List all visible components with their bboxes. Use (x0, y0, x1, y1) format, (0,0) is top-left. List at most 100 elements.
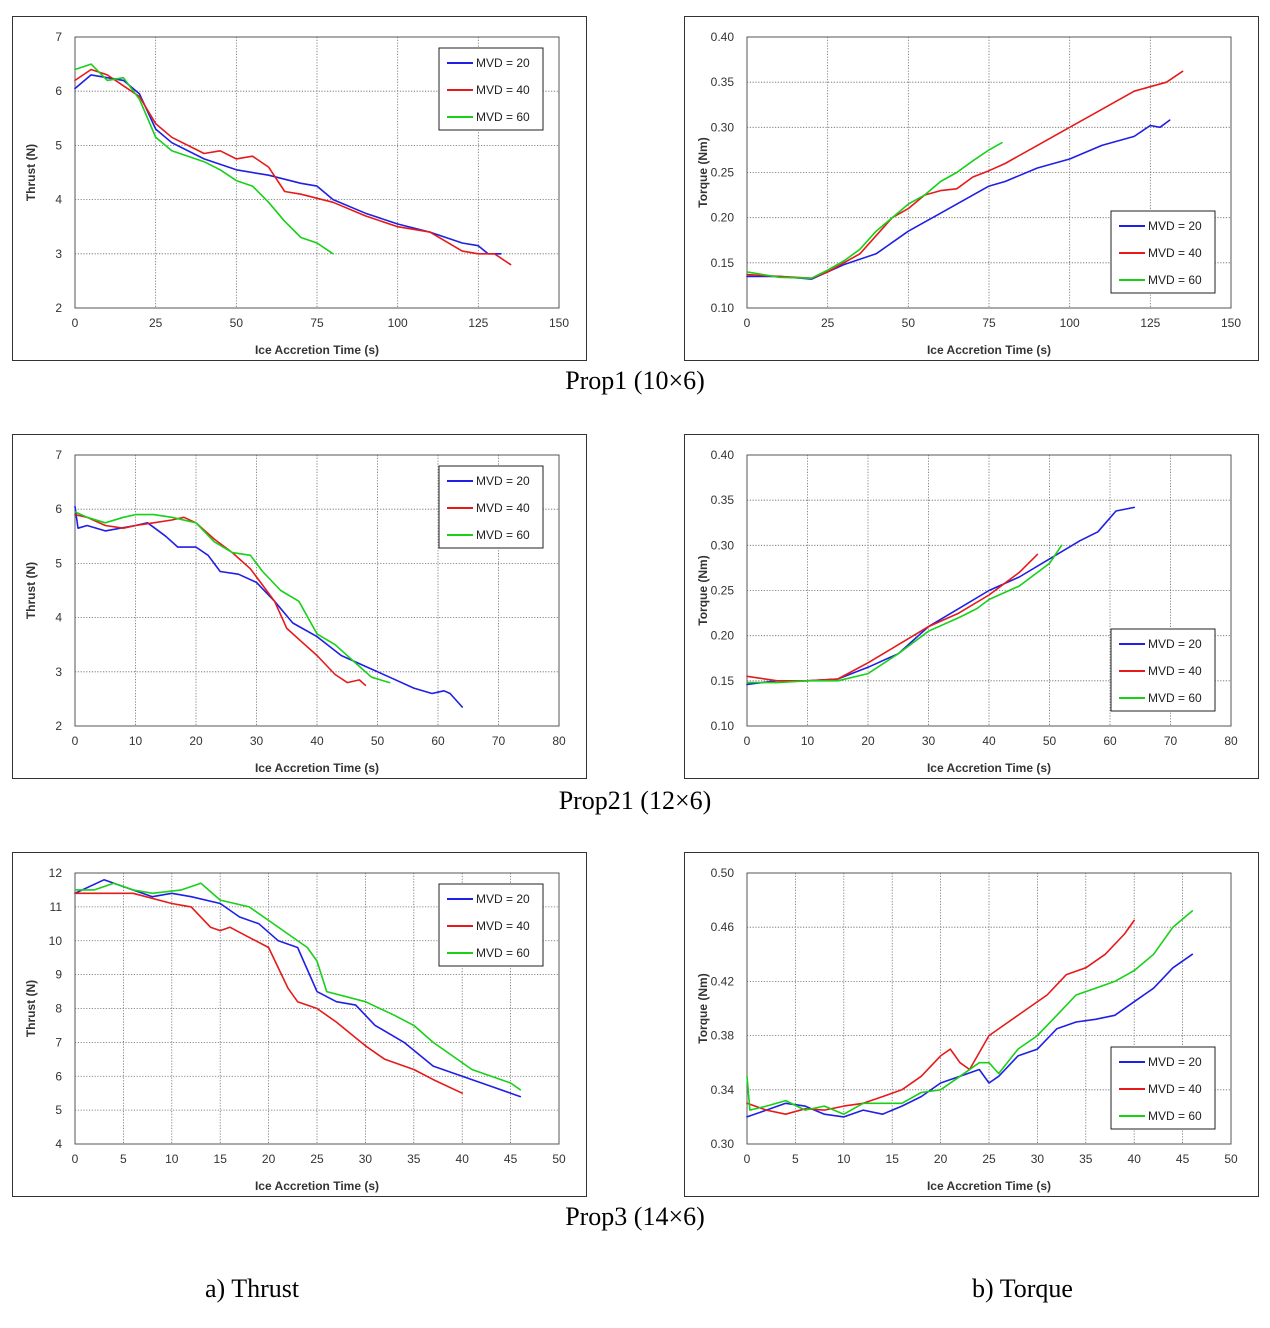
y-tick-label: 0.50 (711, 866, 735, 880)
y-tick-label: 0.40 (711, 448, 735, 462)
series-line-60 (746, 141, 1003, 280)
legend-label: MVD = 20 (476, 56, 530, 70)
y-tick-label: 7 (55, 448, 62, 462)
x-tick-label: 45 (504, 1152, 518, 1166)
x-tick-label: 30 (250, 734, 264, 748)
x-tick-label: 10 (129, 734, 143, 748)
x-tick-label: 0 (72, 316, 79, 330)
y-tick-label: 0.42 (711, 974, 735, 988)
y-tick-label: 3 (55, 247, 62, 261)
series-line-20 (746, 506, 1136, 686)
x-tick-label: 70 (1164, 734, 1178, 748)
x-tick-label: 150 (1221, 316, 1241, 330)
x-tick-label: 70 (492, 734, 506, 748)
x-tick-label: 10 (165, 1152, 179, 1166)
series-line-20 (746, 119, 1171, 280)
y-tick-label: 0.15 (711, 256, 735, 270)
series-line-60 (74, 882, 522, 1091)
y-tick-label: 0.40 (711, 30, 735, 44)
prop21-torque-chart: 0 10 20 30 40 50 60 70 80 0.10 0.15 0.20 0.25 0.30 0.3… (696, 448, 1238, 775)
x-tick-label: 125 (1140, 316, 1160, 330)
y-tick-label: 2 (55, 719, 62, 733)
x-tick-label: 50 (230, 316, 244, 330)
y-tick-label: 0.35 (711, 493, 735, 507)
series-line-20 (746, 953, 1194, 1118)
prop21-thrust-chart: 0 10 20 30 40 50 60 70 80 2 3 4 5 6 7 Ice Accretion Tim… (24, 448, 566, 775)
legend-label: MVD = 60 (476, 528, 530, 542)
y-tick-label: 5 (55, 1103, 62, 1117)
prop1-thrust-chart: 0 25 50 75 100 125 150 2 3 4 5 6 7 Ice Accretion Time… (24, 30, 569, 357)
legend-label: MVD = 20 (1148, 219, 1202, 233)
y-axis-title: Thrust (N) (24, 144, 38, 201)
series-line-40 (746, 553, 1039, 682)
y-axis-title: Torque (Nm) (696, 973, 710, 1043)
legend-label: MVD = 60 (1148, 1109, 1202, 1123)
legend-label: MVD = 20 (476, 892, 530, 906)
y-tick-label: 4 (55, 193, 62, 207)
x-tick-label: 75 (310, 316, 324, 330)
y-tick-label: 5 (55, 138, 62, 152)
y-tick-label: 11 (50, 900, 63, 914)
y-tick-label: 10 (49, 934, 63, 948)
x-tick-label: 100 (388, 316, 408, 330)
x-tick-label: 25 (310, 1152, 324, 1166)
x-axis-title: Ice Accretion Time (s) (927, 1179, 1051, 1193)
caption-prop21: Prop21 (12×6) (558, 786, 712, 815)
y-tick-label: 12 (49, 866, 63, 880)
legend-label: MVD = 20 (476, 474, 530, 488)
y-tick-label: 0.10 (711, 301, 735, 315)
x-tick-label: 20 (861, 734, 875, 748)
x-tick-label: 40 (1128, 1152, 1142, 1166)
x-axis-title: Ice Accretion Time (s) (927, 343, 1051, 357)
y-tick-label: 0.38 (711, 1029, 735, 1043)
y-tick-label: 4 (55, 1137, 62, 1151)
x-tick-label: 0 (744, 1152, 751, 1166)
y-tick-label: 0.20 (711, 211, 735, 225)
y-axis-title: Thrust (N) (24, 562, 38, 619)
x-tick-label: 45 (1176, 1152, 1190, 1166)
x-tick-label: 50 (1043, 734, 1057, 748)
legend: MVD = 20 MVD = 40 MVD = 60 (438, 465, 544, 549)
y-tick-label: 6 (55, 502, 62, 516)
series-line-60 (74, 63, 334, 255)
prop3-torque-panel: 0 5 10 15 20 25 30 35 40 45 50 0.30 0.34 0.38 0.42 0.46… (684, 852, 1259, 1197)
y-tick-label: 0.10 (711, 719, 735, 733)
legend: MVD = 20 MVD = 40 MVD = 60 (438, 47, 544, 131)
series-line-20 (74, 505, 464, 708)
y-tick-label: 0.25 (711, 166, 735, 180)
y-tick-label: 0.30 (711, 538, 735, 552)
x-tick-label: 40 (982, 734, 996, 748)
series-line-60 (74, 511, 391, 684)
series-line-40 (746, 919, 1136, 1116)
legend-label: MVD = 40 (1148, 246, 1202, 260)
y-tick-label: 0.15 (711, 674, 735, 688)
series-line-20 (74, 74, 502, 255)
y-tick-label: 7 (55, 30, 62, 44)
series-line-40 (74, 892, 464, 1094)
series-line-40 (746, 70, 1184, 280)
x-tick-label: 60 (1103, 734, 1117, 748)
prop1-thrust-panel: 0 25 50 75 100 125 150 2 3 4 5 6 7 Ice Accretion Time… (12, 16, 587, 361)
x-tick-label: 50 (552, 1152, 566, 1166)
x-tick-label: 5 (792, 1152, 799, 1166)
x-tick-label: 30 (359, 1152, 373, 1166)
series-line-60 (746, 910, 1194, 1116)
legend-label: MVD = 40 (1148, 664, 1202, 678)
y-tick-label: 2 (55, 301, 62, 315)
x-tick-label: 35 (1079, 1152, 1093, 1166)
x-axis-title: Ice Accretion Time (s) (255, 1179, 379, 1193)
x-tick-label: 80 (1224, 734, 1238, 748)
caption-thrust: a) Thrust (205, 1274, 300, 1303)
series-line-20 (74, 878, 522, 1098)
x-tick-label: 40 (456, 1152, 470, 1166)
x-tick-label: 25 (149, 316, 163, 330)
legend-label: MVD = 40 (476, 83, 530, 97)
x-tick-label: 5 (120, 1152, 127, 1166)
series-line-40 (74, 68, 512, 266)
y-tick-label: 0.20 (711, 629, 735, 643)
y-tick-label: 4 (55, 611, 62, 625)
legend-label: MVD = 60 (476, 946, 530, 960)
x-tick-label: 50 (902, 316, 916, 330)
x-tick-label: 25 (821, 316, 835, 330)
